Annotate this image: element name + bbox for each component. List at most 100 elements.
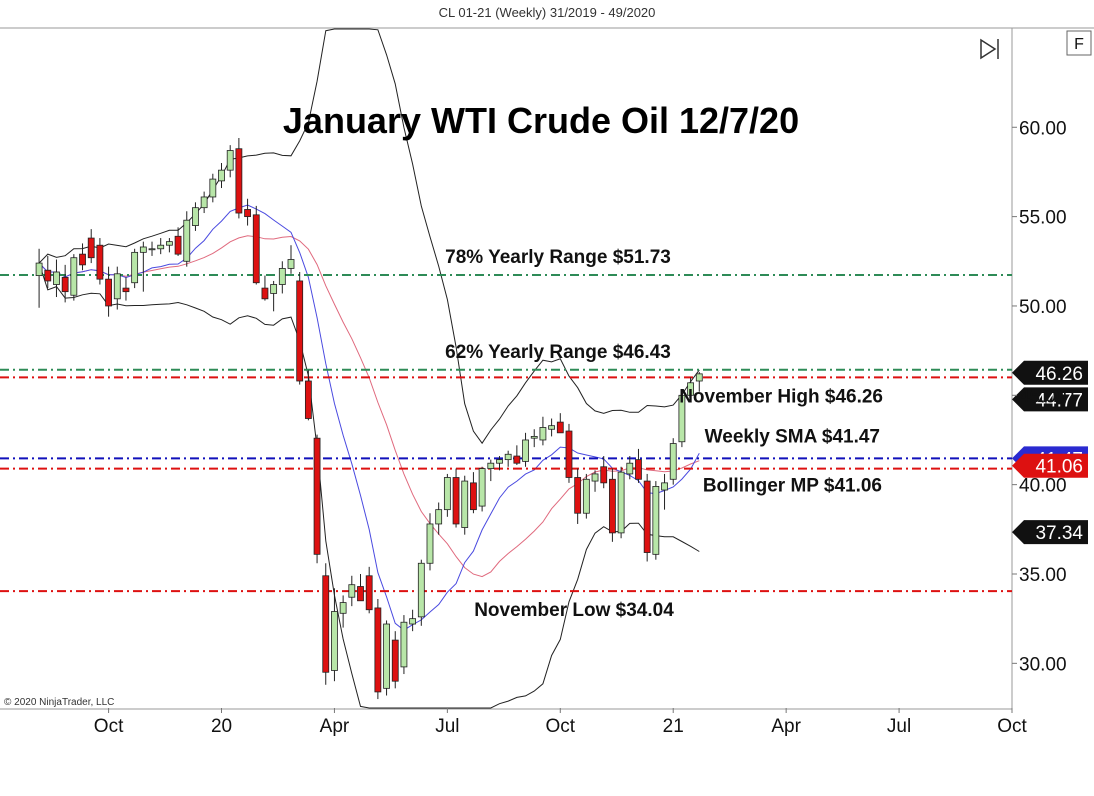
candle-body: [687, 382, 694, 396]
candle-body: [383, 623, 390, 689]
level-labels: 78% Yearly Range $51.73 62% Yearly Range …: [445, 247, 883, 621]
x-tick-label: Apr: [771, 716, 801, 737]
play-icon[interactable]: [980, 38, 999, 60]
candle-body: [44, 269, 52, 282]
y-tick-label: 45.00: [1019, 386, 1067, 407]
level-label: November Low $34.04: [474, 600, 674, 621]
x-tick-label: Jul: [435, 716, 459, 737]
candle-body: [496, 459, 503, 464]
f-button[interactable]: F: [1066, 30, 1092, 56]
candle-body: [348, 584, 356, 598]
f-button-label: F: [1074, 36, 1084, 53]
y-tick-label: 55.00: [1019, 208, 1067, 229]
candle-body: [643, 480, 651, 553]
candle-body: [105, 278, 112, 307]
x-tick-label: Jul: [887, 716, 911, 737]
candle-body: [539, 427, 547, 441]
candle-body: [131, 251, 139, 284]
candle-body: [470, 482, 477, 511]
candle-body: [591, 473, 599, 482]
candle-body: [548, 425, 556, 430]
candle-body: [504, 453, 512, 461]
chart-header: CL 01-21 (Weekly) 31/2019 - 49/2020: [439, 5, 656, 20]
candle-body: [313, 437, 321, 555]
x-tick-label: Apr: [320, 716, 350, 737]
candle-body: [652, 486, 660, 555]
candle-body: [357, 586, 364, 602]
candle-body: [261, 287, 269, 300]
candle-body: [287, 259, 295, 269]
candle-body: [556, 421, 564, 434]
x-tick-label: Oct: [94, 716, 124, 737]
y-axis-ticks: 30.00 35.00 40.00 45.00 50.00 55.00 60.00: [1012, 118, 1067, 675]
candle-body: [244, 209, 251, 218]
level-label: November High $46.26: [679, 386, 883, 407]
candle-body: [443, 477, 451, 511]
candle-body: [96, 244, 104, 280]
candle-body: [661, 482, 668, 491]
candle-body: [183, 219, 191, 262]
candle-body: [79, 253, 86, 266]
x-tick-label: Oct: [546, 716, 576, 737]
candle-body: [192, 207, 199, 226]
price-tag-label: 44.77: [1035, 390, 1083, 411]
candle-body: [139, 246, 147, 253]
level-label: Weekly SMA $41.47: [705, 426, 880, 447]
level-label: 62% Yearly Range $46.43: [445, 342, 671, 363]
price-tag-marker: [1012, 520, 1088, 545]
x-tick-label: 21: [663, 716, 684, 737]
candle-body: [600, 466, 608, 484]
candle-body: [252, 214, 260, 284]
price-tag-marker: [1012, 453, 1088, 478]
candle-body: [400, 621, 408, 668]
candle-body: [304, 380, 312, 419]
bollinger-lower-band: [38, 262, 700, 709]
candle-body: [426, 523, 434, 564]
candle-body: [87, 237, 95, 259]
candle-body: [409, 618, 417, 625]
candle-body: [278, 268, 286, 285]
candle-body: [365, 575, 373, 611]
candle-body: [626, 462, 634, 475]
candle-body: [235, 148, 243, 214]
candle-body: [165, 241, 173, 246]
weekly-sma-line: [38, 204, 700, 631]
y-tick-label: 60.00: [1019, 118, 1067, 139]
candle-body: [218, 169, 225, 182]
x-tick-label: 20: [211, 716, 232, 737]
candle-body: [478, 468, 486, 507]
candlestick-series: [35, 137, 703, 700]
y-tick-label: 50.00: [1019, 297, 1067, 318]
candle-body: [582, 478, 590, 514]
copyright-text: © 2020 NinjaTrader, LLC: [4, 697, 114, 708]
candle-body: [565, 430, 573, 478]
x-axis-ticks: Oct 20 Apr Jul Oct 21 Apr Jul Oct: [94, 708, 1027, 737]
candle-body: [530, 435, 538, 439]
candle-body: [331, 611, 338, 671]
price-tag-label: 37.34: [1035, 523, 1083, 544]
level-lines: [0, 274, 1012, 593]
candle-body: [609, 478, 616, 534]
candle-body: [61, 276, 69, 293]
candle-body: [417, 562, 425, 618]
candle-body: [296, 280, 304, 382]
candle-body: [113, 273, 121, 300]
candle-body: [669, 443, 677, 480]
candle-body: [487, 462, 495, 469]
candle-body: [148, 248, 156, 251]
candle-body: [452, 477, 460, 525]
chart-title: January WTI Crude Oil 12/7/20: [283, 100, 799, 141]
candle-body: [70, 257, 78, 296]
candle-body: [574, 477, 582, 514]
price-tag-label: 46.26: [1035, 364, 1083, 385]
candle-body: [339, 602, 347, 614]
candle-body: [157, 244, 165, 250]
candle-body: [209, 178, 217, 198]
candle-body: [374, 607, 382, 693]
y-tick-label: 35.00: [1019, 565, 1067, 586]
candle-body: [53, 271, 60, 285]
candle-body: [695, 373, 703, 382]
